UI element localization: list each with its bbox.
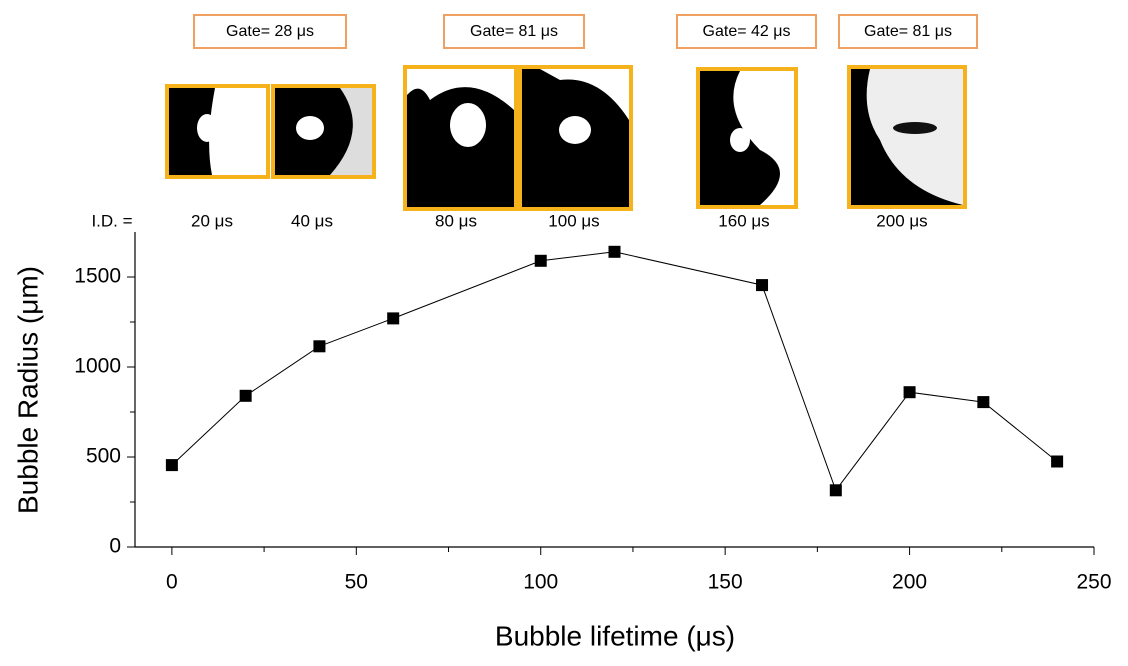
gate-label: Gate= 81 μs (470, 23, 558, 40)
data-line (171, 251, 1058, 492)
x-tick-label: 250 (1076, 571, 1111, 594)
inset-detail (893, 122, 937, 134)
y-axis-label: Bubble Radius (μm) (12, 266, 43, 514)
gate-label: Gate= 81 μs (864, 23, 952, 40)
x-axis-label: Bubble lifetime (μs) (495, 620, 735, 651)
data-point (608, 245, 621, 258)
data-point (977, 396, 990, 409)
y-tick-label: 0 (109, 535, 121, 558)
data-point (165, 459, 178, 472)
gate-box (193, 14, 347, 49)
id-label: 160 μs (718, 211, 769, 230)
data-point (756, 279, 769, 292)
inset-detail (330, 88, 372, 175)
inset-detail (450, 103, 486, 147)
gate-box (443, 14, 585, 49)
inset-detail (540, 69, 629, 120)
gate-label: Gate= 42 μs (703, 23, 791, 40)
data-point (534, 254, 547, 267)
x-tick-label: 200 (892, 571, 927, 594)
inset-detail (559, 116, 591, 144)
inset-detail (866, 69, 963, 205)
id-label: 100 μs (548, 211, 599, 230)
id-label: 80 μs (435, 211, 477, 230)
inset-detail (209, 88, 266, 175)
inset-detail (730, 128, 750, 152)
y-tick-label: 1500 (74, 265, 121, 288)
x-tick-label: 100 (523, 571, 558, 594)
x-tick-label: 0 (166, 571, 178, 594)
gate-box (838, 14, 978, 49)
id-prefix: I.D. = (91, 211, 132, 230)
data-point (829, 484, 842, 497)
gate-label: Gate= 28 μs (226, 23, 314, 40)
x-tick-label: 150 (708, 571, 743, 594)
inset-detail (733, 71, 794, 205)
x-tick-label: 50 (345, 571, 368, 594)
inset-detail (197, 114, 217, 142)
gate-box (676, 14, 817, 49)
data-point (1051, 455, 1064, 468)
data-point (387, 312, 400, 325)
data-point (903, 386, 916, 399)
inset-detail (296, 116, 324, 140)
id-label: 40 μs (291, 211, 333, 230)
data-point (313, 340, 326, 353)
y-tick-label: 1000 (74, 355, 121, 378)
insets (165, 65, 967, 211)
id-label: 20 μs (191, 211, 233, 230)
inset-detail (407, 69, 514, 110)
y-tick-label: 500 (86, 445, 121, 468)
id-label: 200 μs (876, 211, 927, 230)
data-point (239, 389, 252, 402)
